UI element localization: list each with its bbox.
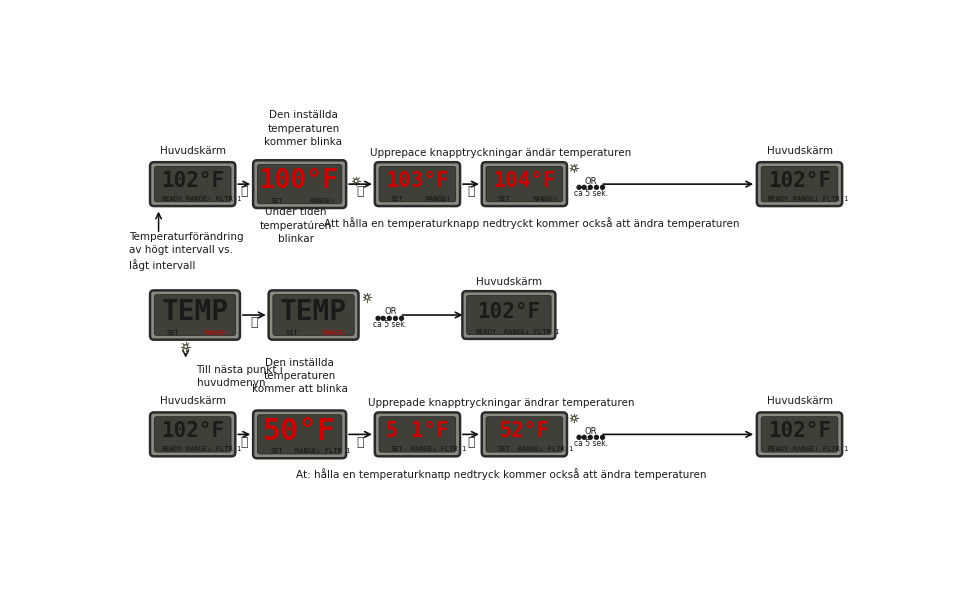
Text: Den inställda
temperaturen
kommer att blinka: Den inställda temperaturen kommer att bl…: [251, 358, 348, 394]
Text: Att hålla en temperaturknapp nedtryckt kommer också att ändra temperaturen: Att hålla en temperaturknapp nedtryckt k…: [324, 217, 740, 230]
FancyBboxPatch shape: [154, 295, 236, 335]
Text: 102°F: 102°F: [768, 171, 831, 191]
FancyBboxPatch shape: [482, 413, 567, 457]
Text: RANGE↓ FLTR 1: RANGE↓ FLTR 1: [295, 448, 351, 454]
Text: 50°F: 50°F: [263, 417, 336, 446]
Text: RANGE↓ FLTR 1: RANGE↓ FLTR 1: [792, 196, 848, 202]
FancyBboxPatch shape: [375, 413, 460, 457]
Text: OR: OR: [585, 427, 597, 436]
Text: ↆ: ↆ: [251, 316, 257, 329]
FancyBboxPatch shape: [269, 291, 358, 339]
Text: SET: SET: [497, 446, 510, 452]
Text: ●●●●●: ●●●●●: [576, 184, 606, 190]
Text: 103°F: 103°F: [385, 171, 449, 191]
FancyBboxPatch shape: [257, 164, 342, 204]
FancyBboxPatch shape: [761, 417, 838, 452]
FancyBboxPatch shape: [151, 162, 235, 206]
Text: 102°F: 102°F: [478, 302, 541, 322]
Text: 102°F: 102°F: [161, 422, 224, 442]
Text: SET: SET: [497, 196, 510, 202]
Text: ↆ: ↆ: [356, 435, 364, 449]
Text: ↆ: ↆ: [467, 435, 475, 449]
FancyBboxPatch shape: [253, 160, 346, 208]
Text: SET: SET: [167, 330, 180, 336]
Text: READY: READY: [768, 196, 789, 202]
Text: READY: READY: [476, 329, 496, 335]
FancyBboxPatch shape: [379, 167, 455, 202]
Text: TEMP: TEMP: [280, 298, 347, 326]
Text: RANGE↓ FLTR 1: RANGE↓ FLTR 1: [518, 446, 573, 452]
Text: SET: SET: [390, 446, 403, 452]
Text: READY: READY: [161, 196, 183, 202]
FancyBboxPatch shape: [761, 167, 838, 202]
FancyBboxPatch shape: [486, 167, 563, 202]
FancyBboxPatch shape: [756, 162, 842, 206]
Text: ca 5 sek.: ca 5 sek.: [574, 439, 608, 448]
Text: ●●●●●: ●●●●●: [576, 434, 606, 440]
Text: ↆ: ↆ: [240, 185, 248, 198]
Text: 52°F: 52°F: [499, 422, 550, 442]
Text: 102°F: 102°F: [768, 422, 831, 442]
Text: ↆ: ↆ: [240, 435, 248, 449]
Text: ca 5 sek.: ca 5 sek.: [373, 320, 407, 329]
FancyBboxPatch shape: [151, 413, 235, 457]
Text: RANGE↑: RANGE↑: [532, 196, 558, 202]
Text: Huvudskärm: Huvudskärm: [476, 277, 542, 287]
Text: RANGE↑: RANGE↑: [310, 198, 335, 204]
Text: RANGE↑: RANGE↑: [204, 330, 230, 336]
Text: ↆ: ↆ: [356, 185, 364, 198]
FancyBboxPatch shape: [756, 413, 842, 457]
Text: 100°F: 100°F: [260, 168, 339, 194]
Text: SIT: SIT: [285, 330, 298, 336]
Text: Den inställda
temperaturen
kommer blinka: Den inställda temperaturen kommer blinka: [264, 111, 343, 147]
Text: OR: OR: [385, 307, 396, 316]
Text: ↆ: ↆ: [467, 185, 475, 198]
Text: 104°F: 104°F: [493, 171, 556, 191]
Text: Under tiden
temperatúren
blinkar: Under tiden temperatúren blinkar: [259, 207, 332, 244]
Text: SET: SET: [270, 198, 284, 204]
FancyBboxPatch shape: [467, 295, 552, 335]
Text: SET: SET: [270, 448, 284, 454]
Text: RANGE↑: RANGE↑: [425, 196, 452, 202]
Text: Till nästa punkt i
huvudmenyn: Till nästa punkt i huvudmenyn: [196, 365, 284, 388]
FancyBboxPatch shape: [462, 291, 555, 339]
FancyBboxPatch shape: [482, 162, 567, 206]
Text: READY: READY: [161, 446, 183, 452]
Text: TEMP: TEMP: [161, 298, 228, 326]
Text: Huvudskärm: Huvudskärm: [159, 146, 225, 156]
Text: READY: READY: [768, 446, 789, 452]
FancyBboxPatch shape: [486, 417, 563, 452]
Text: Huvudskärm: Huvudskärm: [159, 396, 225, 406]
Text: RANGE↓ FLTR 1: RANGE↓ FLTR 1: [411, 446, 466, 452]
Text: Upprepace knapptryckningar ändär temperaturen: Upprepace knapptryckningar ändär tempera…: [371, 147, 632, 158]
FancyBboxPatch shape: [253, 411, 346, 458]
Text: Huvudskärm: Huvudskärm: [766, 146, 832, 156]
FancyBboxPatch shape: [154, 417, 231, 452]
Text: RANGE↓ FLTR 1: RANGE↓ FLTR 1: [504, 329, 559, 335]
Text: OR: OR: [585, 176, 597, 185]
Text: RANGE↓: RANGE↓: [323, 330, 349, 336]
Text: RANGE↓ FLTR 1: RANGE↓ FLTR 1: [186, 446, 241, 452]
Text: 5 1°F: 5 1°F: [385, 422, 449, 442]
Text: At: hålla en temperaturknaπp nedtryck kommer också att ändra temperaturen: At: hålla en temperaturknaπp nedtryck ko…: [296, 467, 706, 480]
Text: ●●●●●: ●●●●●: [375, 315, 406, 321]
Text: RANGE↓ FLTR 1: RANGE↓ FLTR 1: [792, 446, 848, 452]
FancyBboxPatch shape: [379, 417, 455, 452]
FancyBboxPatch shape: [154, 167, 231, 202]
Text: Huvudskärm: Huvudskärm: [766, 396, 832, 406]
FancyBboxPatch shape: [257, 415, 342, 454]
FancyBboxPatch shape: [151, 291, 240, 339]
Text: 102°F: 102°F: [161, 171, 224, 191]
Text: Upprepade knapptryckningar ändrar temperaturen: Upprepade knapptryckningar ändrar temper…: [368, 398, 634, 408]
Text: ca 5 sek.: ca 5 sek.: [574, 189, 608, 198]
Text: Temperaturförändring
av högt intervall vs.
lågt intervall: Temperaturförändring av högt intervall v…: [129, 231, 244, 271]
FancyBboxPatch shape: [273, 295, 354, 335]
Text: RANGE↑ FLTR 1: RANGE↑ FLTR 1: [186, 196, 241, 202]
Text: SET: SET: [390, 196, 403, 202]
FancyBboxPatch shape: [375, 162, 460, 206]
